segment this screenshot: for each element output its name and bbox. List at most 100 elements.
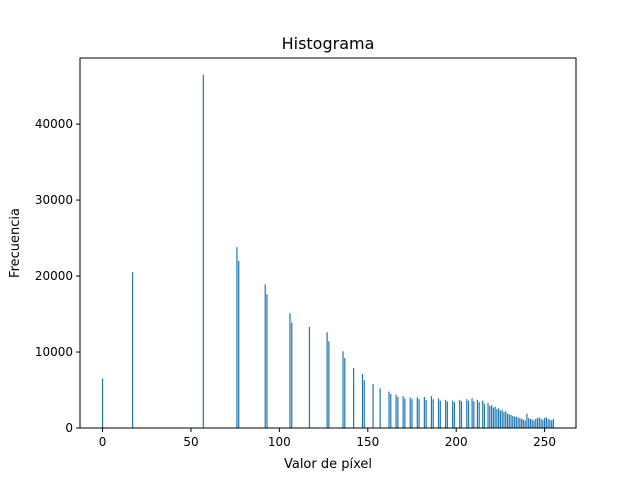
x-tick-label: 150 (356, 435, 379, 449)
histogram-bar (526, 413, 528, 428)
histogram-bar (430, 396, 433, 428)
y-tick-label: 30000 (35, 193, 73, 207)
histogram-bar (459, 399, 461, 428)
x-tick-label: 50 (183, 435, 198, 449)
histogram-bar (538, 417, 540, 428)
histogram-bar (510, 415, 512, 428)
histogram-bar (411, 399, 413, 428)
histogram-bar (547, 418, 549, 428)
histogram-bar (501, 409, 503, 428)
histogram-bar (551, 420, 553, 428)
histogram-bar (101, 378, 104, 428)
histogram-bar (342, 351, 344, 428)
histogram-bar (409, 397, 411, 428)
histogram-bar (289, 313, 291, 428)
histogram-bar (552, 418, 555, 428)
histogram-bar (404, 398, 406, 428)
histogram-bar (535, 418, 537, 428)
histogram-bar (506, 413, 509, 428)
histogram-bar (418, 399, 420, 428)
plot-frame (79, 57, 577, 429)
chart-title: Histograma (282, 34, 375, 53)
x-tick-label: 0 (99, 435, 107, 449)
histogram-bar (326, 332, 328, 428)
histogram-bar (536, 418, 539, 428)
histogram-bar (388, 391, 390, 428)
histogram-bar (444, 399, 447, 428)
histogram-bar (467, 400, 470, 428)
histogram-bar (496, 409, 498, 428)
histogram-bar (540, 418, 542, 428)
histogram-bar (202, 74, 204, 429)
histogram-bar (425, 399, 427, 428)
histogram-bar (503, 412, 505, 428)
y-tick-label: 20000 (35, 269, 73, 283)
histogram-bar (533, 420, 535, 428)
histogram-bar (517, 417, 519, 428)
histogram-bar (473, 401, 475, 428)
histogram-bar (515, 416, 517, 428)
histogram-bar (432, 399, 434, 428)
histogram-bar (522, 419, 524, 428)
y-tick-label: 10000 (35, 345, 73, 359)
histogram-bar (519, 418, 521, 428)
histogram-bar (490, 405, 493, 428)
histogram-bar (471, 398, 473, 428)
histogram-bar (466, 399, 468, 428)
histogram-bar (489, 405, 491, 428)
y-tick-label: 40000 (35, 117, 73, 131)
histogram-bar (544, 418, 546, 428)
histogram-bar (416, 397, 418, 428)
histogram-bar (483, 403, 486, 428)
histogram-bar (264, 284, 266, 428)
y-axis-label: Frecuencia (8, 208, 23, 278)
histogram-bar (361, 374, 364, 428)
histogram-bar (446, 401, 448, 428)
histogram-bar (344, 358, 346, 428)
x-tick-label: 250 (533, 435, 556, 449)
histogram-bar (266, 294, 268, 428)
histogram-bar (291, 322, 293, 428)
x-axis-label: Valor de píxel (284, 457, 372, 472)
histogram-bar (372, 383, 374, 428)
histogram-bar (505, 411, 507, 428)
x-tick-label: 200 (445, 435, 468, 449)
histogram-bar (397, 396, 399, 428)
histogram-bar (379, 388, 381, 428)
histogram-bar (453, 402, 456, 428)
histogram-bar (363, 380, 365, 428)
histogram-bar (482, 400, 484, 428)
histogram-bar (499, 410, 502, 428)
histogram-bar (521, 418, 523, 428)
y-tick-label: 0 (65, 421, 73, 435)
histogram-bar (487, 402, 489, 428)
histogram-bar (402, 396, 404, 428)
histogram-bar (513, 416, 516, 428)
histogram-bar (492, 407, 494, 428)
histogram-bar (390, 393, 392, 428)
histogram-bar (528, 418, 530, 428)
histogram-bar (542, 419, 544, 428)
histogram-bar (423, 396, 425, 428)
y-axis: 0 10000 20000 30000 40000 (35, 117, 80, 435)
histogram-bar (508, 414, 510, 428)
histogram-bar (395, 394, 397, 428)
bar-group (101, 74, 555, 429)
histogram-bar (452, 400, 454, 428)
histogram-bar (494, 406, 496, 428)
histogram-bar (478, 402, 480, 428)
histogram-bar (529, 418, 532, 428)
histogram-bar (236, 247, 238, 428)
histogram-bar (308, 326, 311, 428)
x-tick-label: 100 (268, 435, 291, 449)
histogram-bar (524, 420, 526, 428)
histogram-bar (549, 419, 551, 428)
histogram-bar (545, 417, 547, 428)
x-axis: 0 50 100 150 200 250 (99, 428, 556, 449)
histogram-bar (328, 341, 330, 428)
histogram-bar (353, 367, 355, 428)
histogram-bar (498, 408, 500, 428)
histogram-bar (531, 419, 533, 428)
histogram-bar (132, 272, 134, 428)
